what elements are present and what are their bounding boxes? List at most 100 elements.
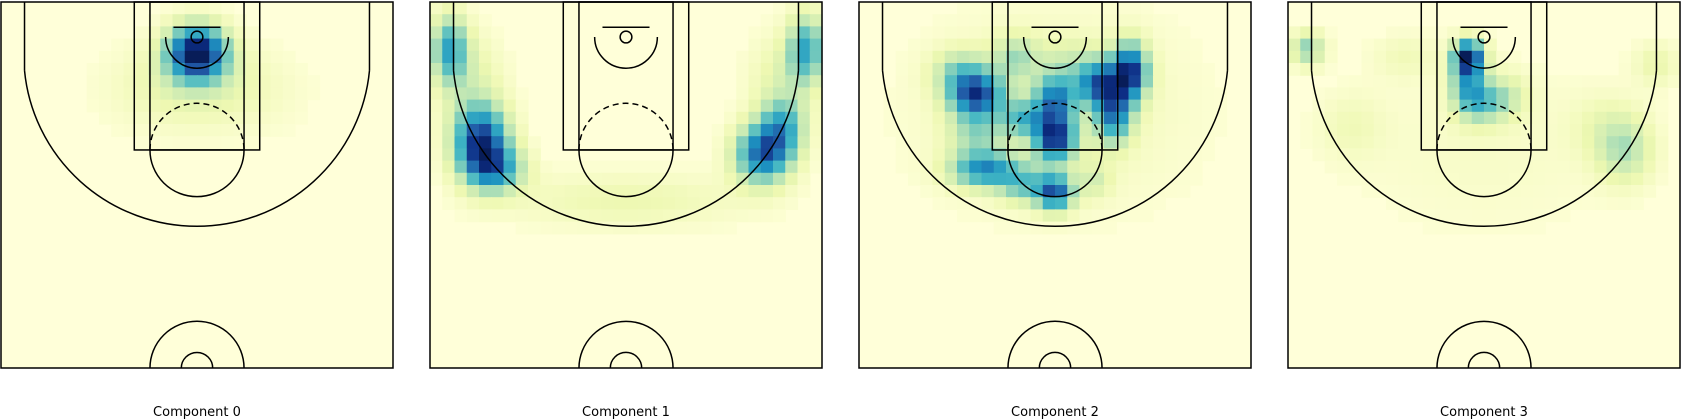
heatmap-cell bbox=[1484, 50, 1497, 64]
heatmap-cell bbox=[454, 160, 468, 174]
heatmap-cell bbox=[1042, 209, 1056, 223]
heatmap-cell bbox=[809, 38, 823, 52]
heatmap-cell bbox=[148, 14, 161, 27]
heatmap-cell bbox=[993, 185, 1007, 198]
heatmap-cell bbox=[430, 160, 443, 174]
heatmap-cell bbox=[454, 14, 468, 27]
heatmap-cell bbox=[957, 160, 970, 174]
heatmap-cell bbox=[589, 185, 603, 198]
heatmap-cell bbox=[1410, 148, 1424, 162]
heatmap-cell bbox=[969, 136, 983, 149]
heatmap-cell bbox=[564, 197, 578, 210]
heatmap-cell bbox=[944, 99, 958, 113]
heatmap-cell bbox=[1165, 185, 1179, 198]
heatmap-cell bbox=[760, 136, 774, 149]
heatmap-cell bbox=[1435, 75, 1448, 88]
heatmap-cell bbox=[1214, 124, 1228, 137]
heatmap-cell bbox=[1140, 160, 1154, 174]
heatmap-cell bbox=[503, 75, 517, 88]
heatmap-cell bbox=[111, 111, 125, 125]
heatmap-cell bbox=[797, 2, 811, 15]
heatmap-cell bbox=[258, 87, 272, 101]
heatmap-cell bbox=[1484, 99, 1497, 113]
heatmap-cell bbox=[773, 75, 786, 88]
heatmap-cell bbox=[969, 124, 983, 137]
heatmap-cell bbox=[1533, 111, 1546, 125]
heatmap-cell bbox=[957, 185, 970, 198]
heatmap-cell bbox=[282, 75, 296, 88]
heatmap-cell bbox=[1128, 38, 1142, 52]
heatmap-cell bbox=[270, 63, 284, 76]
heatmap-cell bbox=[1104, 136, 1117, 149]
heatmap-cell bbox=[1631, 111, 1644, 125]
heatmap-cell bbox=[172, 14, 186, 27]
heatmap-cell bbox=[662, 172, 676, 186]
heatmap-cell bbox=[160, 50, 174, 64]
heatmap-cell bbox=[1471, 111, 1485, 125]
heatmap-cell bbox=[270, 75, 284, 88]
heatmap-cell bbox=[797, 148, 811, 162]
center-circle-outer bbox=[149, 320, 245, 369]
panel-0-border bbox=[0, 1, 394, 369]
heatmap-cell bbox=[1386, 136, 1399, 149]
heatmap-cell bbox=[135, 38, 149, 52]
heatmap-cell bbox=[466, 2, 480, 15]
heatmap-cell bbox=[1104, 221, 1117, 235]
heatmap-cell bbox=[160, 2, 174, 15]
heatmap-cell bbox=[1128, 2, 1142, 15]
heatmap-cell bbox=[1655, 63, 1669, 76]
heatmap-cell bbox=[246, 38, 259, 52]
heatmap-cell bbox=[197, 50, 210, 64]
heatmap-cell bbox=[1484, 209, 1497, 223]
heatmap-cell bbox=[932, 172, 946, 186]
heatmap-cell bbox=[748, 99, 762, 113]
heatmap-cell bbox=[1569, 136, 1583, 149]
heatmap-cell bbox=[1079, 136, 1093, 149]
heatmap-cell bbox=[1594, 136, 1608, 149]
heatmap-cell bbox=[797, 14, 811, 27]
heatmap-cell bbox=[1667, 38, 1681, 52]
heatmap-cell bbox=[1386, 111, 1399, 125]
heatmap-cell bbox=[981, 124, 995, 137]
heatmap-cell bbox=[1594, 148, 1608, 162]
center-circle-inner bbox=[609, 351, 643, 369]
heatmap-cell bbox=[650, 185, 664, 198]
heatmap-cell bbox=[1643, 185, 1657, 198]
heatmap-cell bbox=[1349, 148, 1363, 162]
heatmap-cell bbox=[1398, 209, 1412, 223]
restricted-area-arc bbox=[593, 37, 659, 69]
heatmap-cell bbox=[1116, 185, 1130, 198]
heatmap-cell bbox=[1410, 124, 1424, 137]
heatmap-cell bbox=[1471, 63, 1485, 76]
heatmap-cell bbox=[1165, 111, 1179, 125]
heatmap-cell bbox=[1471, 38, 1485, 52]
heatmap-cell bbox=[1042, 111, 1056, 125]
heatmap-cell bbox=[748, 185, 762, 198]
heatmap-cell bbox=[736, 99, 750, 113]
heatmap-cell bbox=[1091, 172, 1105, 186]
heatmap-cell bbox=[1006, 221, 1019, 235]
heatmap-cell bbox=[1067, 124, 1081, 137]
heatmap-cell bbox=[1496, 160, 1510, 174]
heatmap-cell bbox=[1508, 136, 1522, 149]
heatmap-cell bbox=[1349, 124, 1363, 137]
heatmap-cell bbox=[1496, 221, 1510, 235]
heatmap-cell bbox=[1055, 38, 1068, 52]
heatmap-cell bbox=[1618, 63, 1632, 76]
heatmap-cell bbox=[1373, 87, 1387, 101]
heatmap-cell bbox=[1165, 99, 1179, 113]
heatmap-cell bbox=[1484, 221, 1497, 235]
heatmap-cell bbox=[1471, 26, 1485, 40]
heatmap-cell bbox=[1189, 50, 1203, 64]
heatmap-cell bbox=[1079, 148, 1093, 162]
heatmap-cell bbox=[172, 87, 186, 101]
heatmap-cell bbox=[1361, 160, 1375, 174]
heatmap-cell bbox=[1459, 160, 1473, 174]
heatmap-cell bbox=[969, 185, 983, 198]
heatmap-cell bbox=[932, 87, 946, 101]
heatmap-cell bbox=[638, 172, 652, 186]
heatmap-cell bbox=[1067, 14, 1081, 27]
heatmap-cell bbox=[491, 209, 505, 223]
heatmap-cell bbox=[773, 50, 786, 64]
heatmap-cell bbox=[1165, 26, 1179, 40]
